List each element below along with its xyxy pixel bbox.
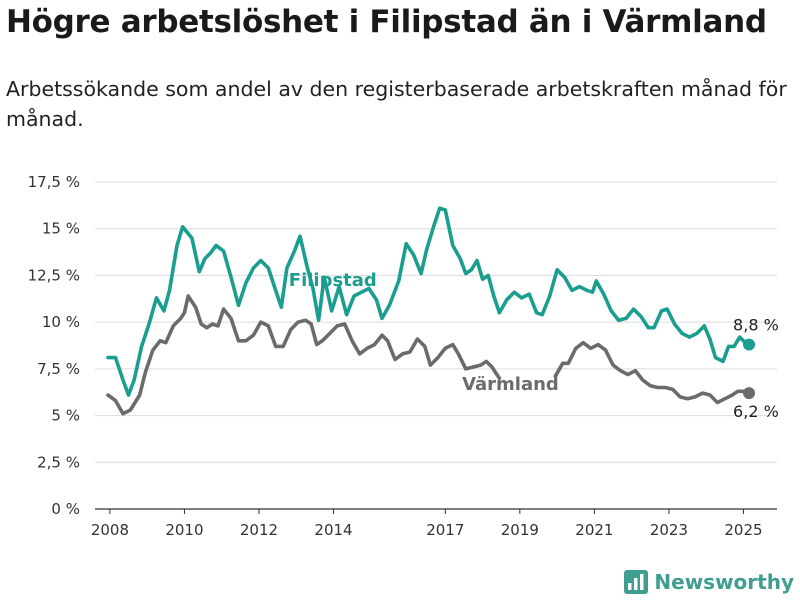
y-tick-label: 10 % xyxy=(42,313,80,331)
brand-name: Newsworthy xyxy=(654,570,794,594)
y-tick-label: 12,5 % xyxy=(28,266,80,284)
series-line-filipstad xyxy=(106,206,751,397)
y-tick-label: 15 % xyxy=(42,220,80,238)
series-end-point xyxy=(743,338,756,351)
chart-subtitle: Arbetssökande som andel av den registerb… xyxy=(6,77,787,131)
series-label-filipstad: Filipstad xyxy=(289,270,377,291)
grid xyxy=(95,181,777,510)
series-lines xyxy=(106,206,756,416)
y-axis: 0 % 2,5 % 5 % 7,5 % 10 % 12,5 % 15 % 17,5 % xyxy=(28,173,80,518)
series-line-varmland xyxy=(106,294,751,416)
y-tick-label: 7,5 % xyxy=(37,360,80,378)
x-tick-label: 2012 xyxy=(240,521,278,539)
x-tick-label: 2010 xyxy=(165,521,203,539)
series-end-label: 6,2 % xyxy=(733,402,779,421)
y-tick-label: 0 % xyxy=(51,500,80,518)
x-tick-label: 2025 xyxy=(724,521,762,539)
x-tick-label: 2021 xyxy=(575,521,613,539)
newsworthy-chart-icon xyxy=(624,570,649,594)
newsworthy-logo: Newsworthy xyxy=(624,570,794,594)
x-tick-label: 2017 xyxy=(426,521,464,539)
x-tick-label: 2014 xyxy=(314,521,352,539)
series-end-point xyxy=(743,387,756,400)
x-tick-label: 2023 xyxy=(650,521,688,539)
series-end-label: 8,8 % xyxy=(733,316,779,335)
x-axis: 2008 2010 2012 2014 2017 2019 2021 2023 2025 xyxy=(91,509,763,539)
series-labels: 8,8 % 6,2 % Filipstad Värmland xyxy=(289,270,779,421)
y-tick-label: 2,5 % xyxy=(37,453,80,471)
x-tick-label: 2008 xyxy=(91,521,129,539)
series-label-varmland: Värmland xyxy=(462,374,559,395)
x-tick-label: 2019 xyxy=(501,521,539,539)
y-tick-label: 17,5 % xyxy=(28,173,80,191)
y-tick-label: 5 % xyxy=(51,407,80,425)
chart-title: Högre arbetslöshet i Filipstad än i Värm… xyxy=(6,4,767,40)
